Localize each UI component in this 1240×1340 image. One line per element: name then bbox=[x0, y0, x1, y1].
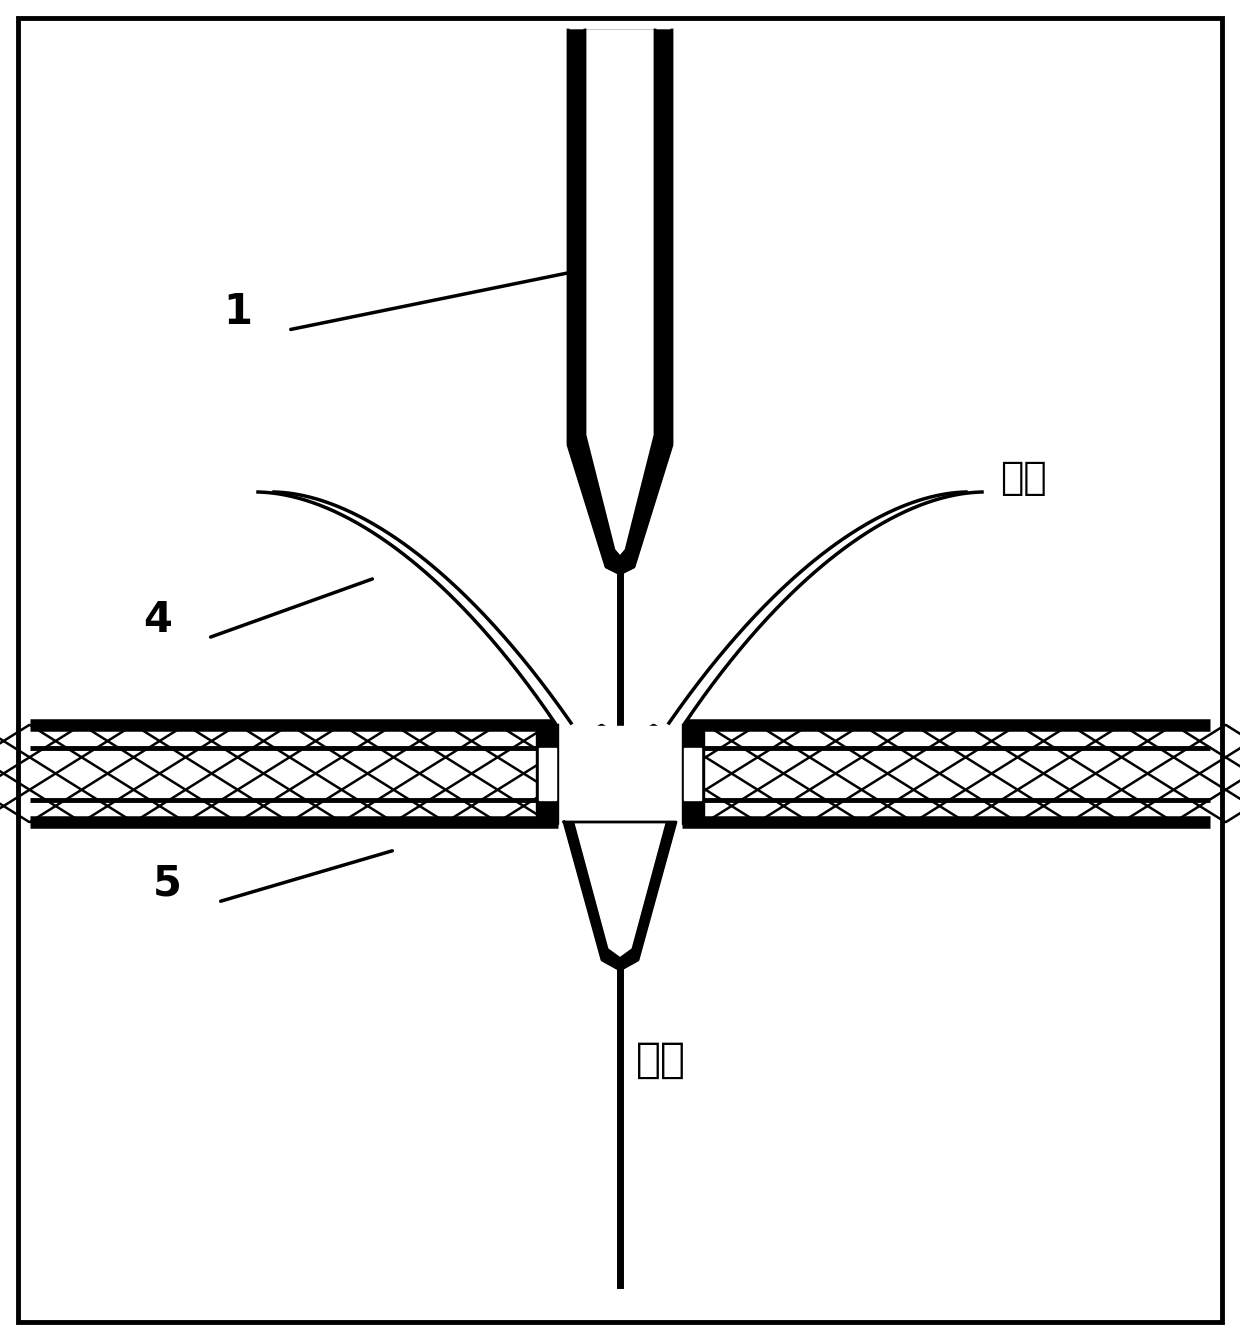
Text: 射流: 射流 bbox=[636, 1038, 686, 1081]
Polygon shape bbox=[575, 821, 665, 955]
Text: 气流: 气流 bbox=[999, 460, 1047, 497]
Text: 5: 5 bbox=[153, 863, 182, 905]
Polygon shape bbox=[585, 29, 655, 557]
Polygon shape bbox=[258, 492, 570, 724]
Polygon shape bbox=[568, 29, 672, 574]
Polygon shape bbox=[564, 821, 676, 970]
Text: 1: 1 bbox=[223, 291, 252, 334]
Polygon shape bbox=[539, 748, 556, 800]
Polygon shape bbox=[682, 724, 704, 824]
Polygon shape bbox=[670, 492, 982, 724]
Polygon shape bbox=[536, 724, 558, 824]
Polygon shape bbox=[557, 726, 683, 821]
Polygon shape bbox=[684, 748, 701, 800]
Text: 4: 4 bbox=[143, 599, 172, 641]
